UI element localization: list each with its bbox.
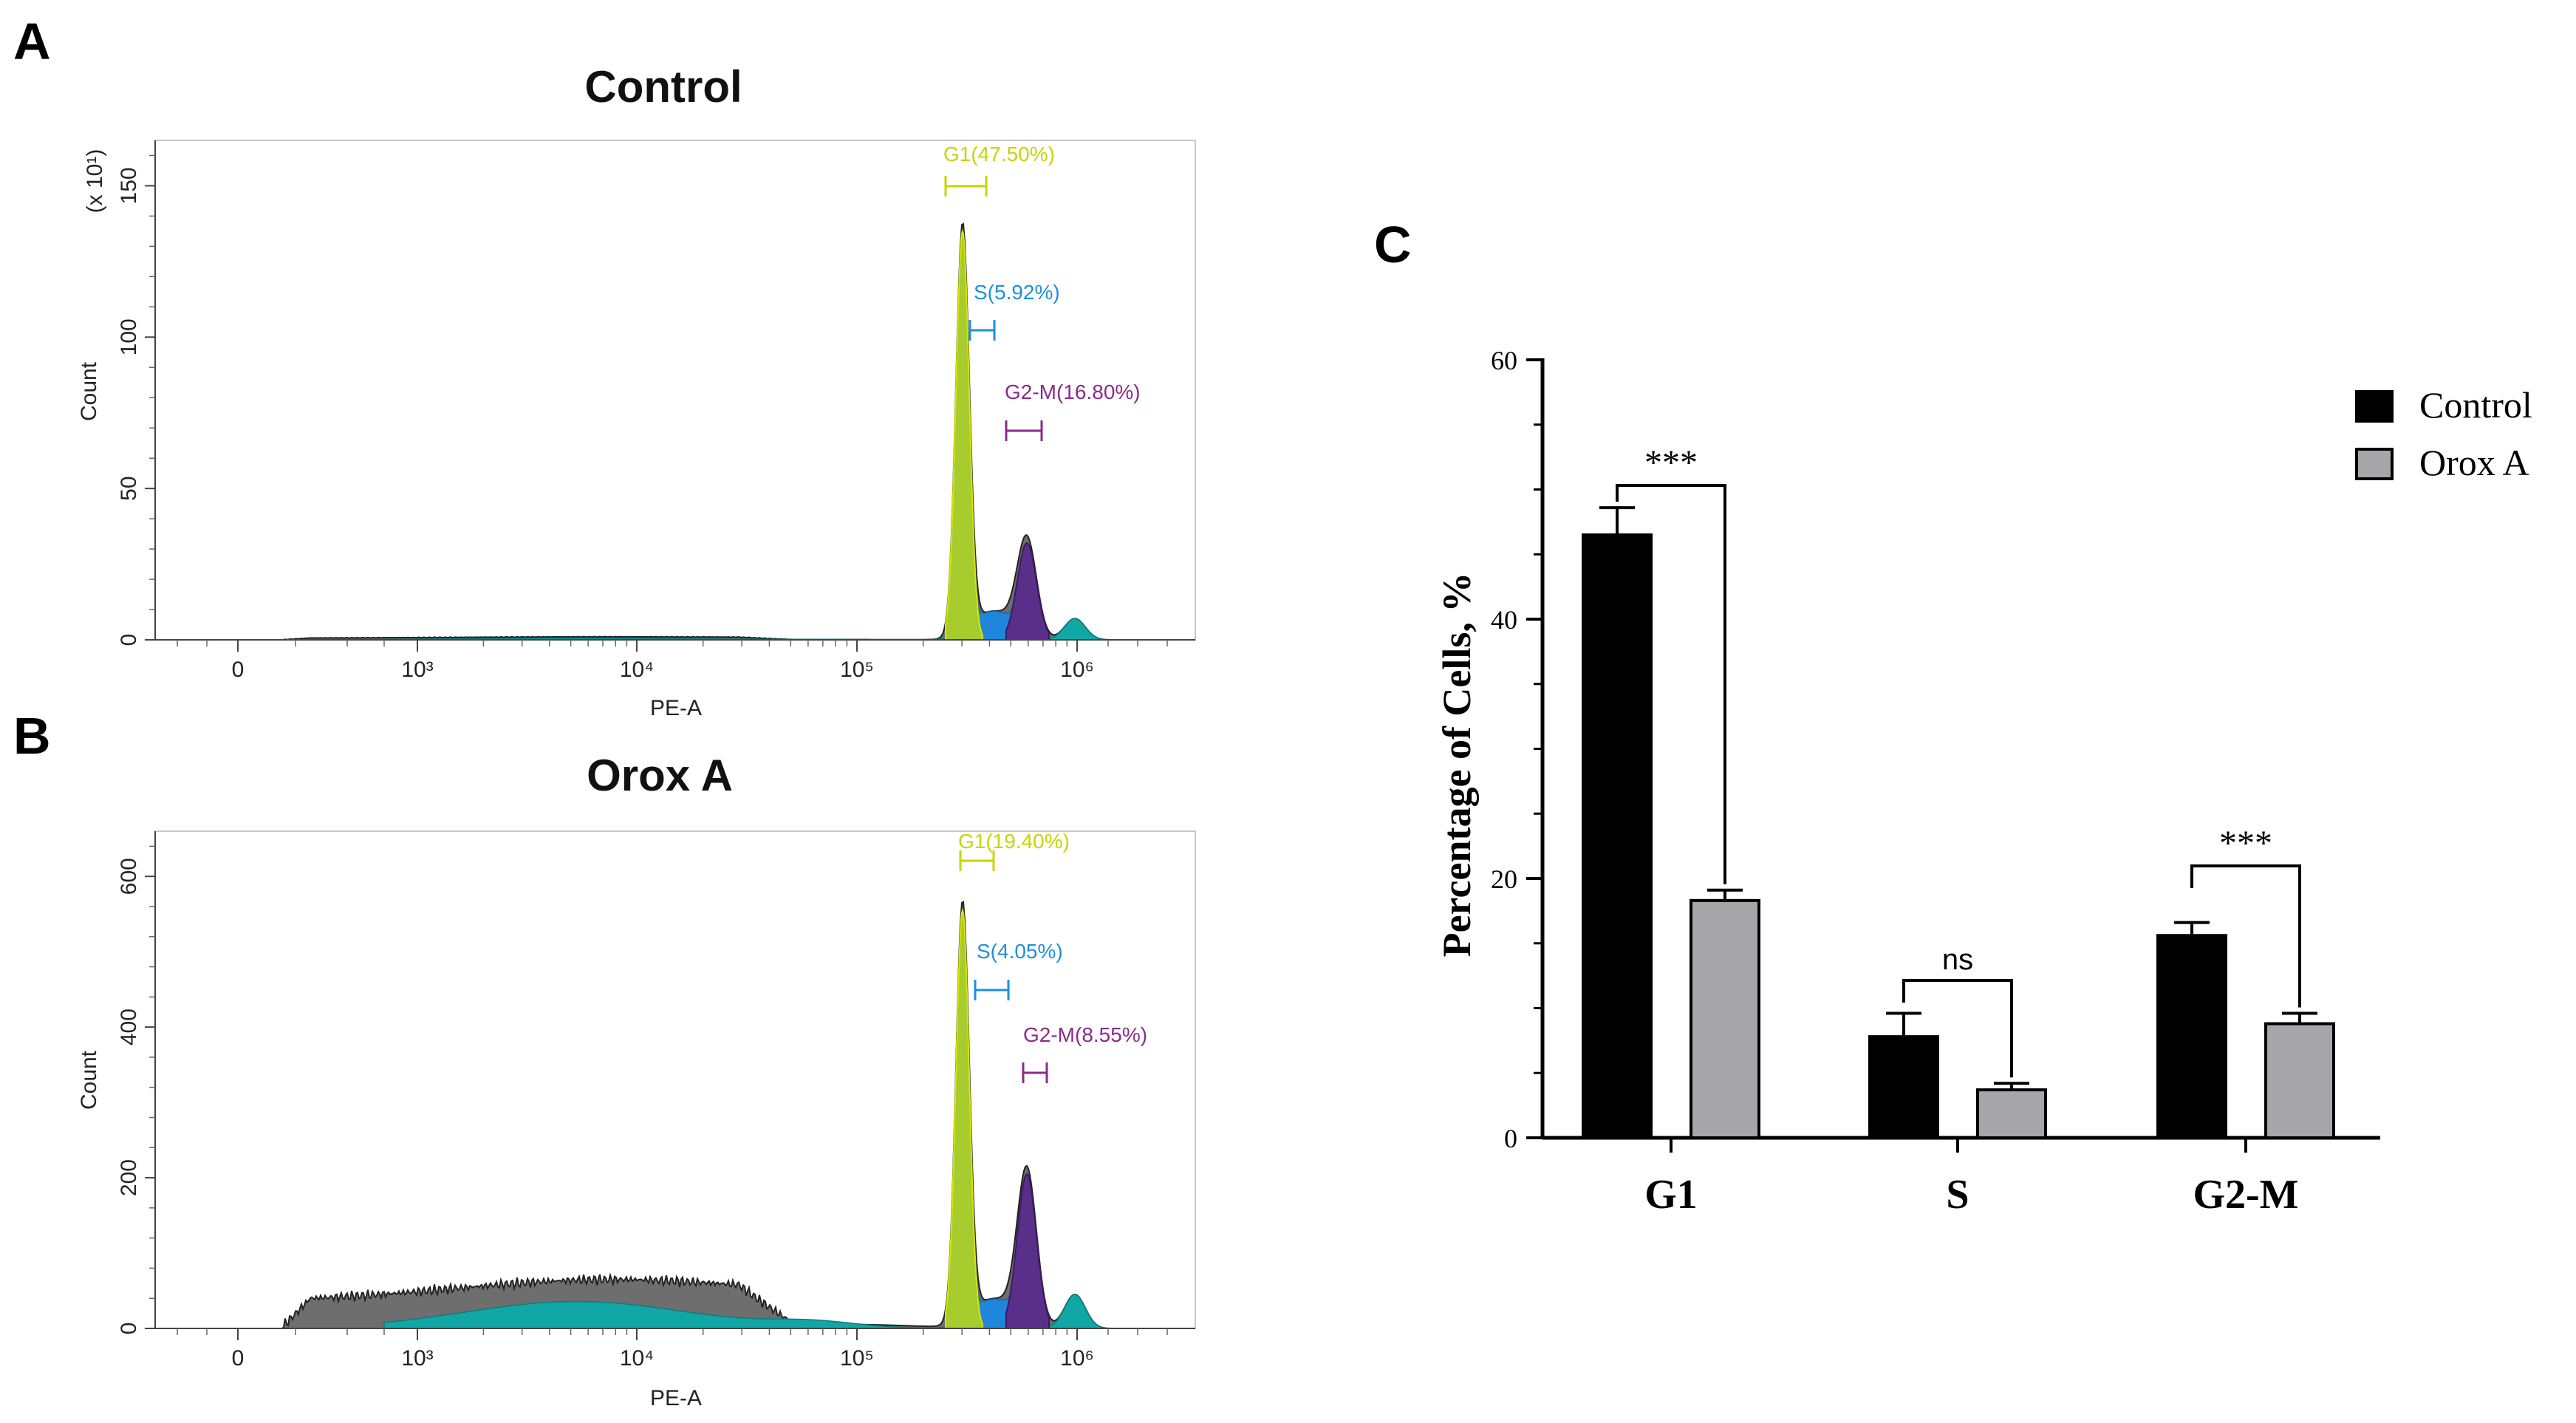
y-tick-label: 150 — [117, 167, 141, 204]
x-axis-label-a: PE-A — [650, 696, 702, 720]
x-category-label: S — [1946, 1172, 1969, 1218]
significance-bracket — [1902, 979, 2013, 1078]
flow-title-control: Control — [584, 62, 742, 112]
gate-label: G1(19.40%) — [958, 830, 1070, 853]
flow-histogram-orox: Orox A G1(19.40%) S(4.05%) G2-M(8.55%) 0 10… — [77, 751, 1196, 1410]
histogram-total-area — [155, 900, 1152, 1330]
significance-brackets: *** ns *** — [1616, 443, 2301, 1078]
y-tick-label: 400 — [117, 1009, 141, 1045]
gate-label: G2-M(16.80%) — [1005, 381, 1141, 403]
gates-a: G1(47.50%) S(5.92%) G2-M(16.80%) — [943, 143, 1141, 441]
x-category-label: G1 — [1644, 1172, 1698, 1218]
y-axis-label-a: Count — [77, 361, 101, 421]
y-scale-note-a: (x 10¹) — [83, 149, 107, 214]
panel-letter-a: A — [13, 13, 51, 70]
gate-g2-m: G2-M(16.80%) — [1005, 381, 1141, 441]
x-tick-label: 0 — [232, 658, 245, 682]
y-axis-label-c: Percentage of Cells, % — [1435, 573, 1479, 958]
bar-control-g2-m — [2156, 934, 2227, 1139]
bar-chart-percentage: 0 20 40 60 G1 S G2-M *** ns *** Percentage of Ce… — [1435, 346, 2532, 1218]
gates-b: G1(19.40%) S(4.05%) G2-M(8.55%) — [958, 830, 1147, 1083]
x-tick-label: 10³ — [401, 1346, 433, 1371]
histogram-g1-peak — [945, 907, 983, 1329]
x-tick-label: 10⁶ — [1060, 658, 1094, 682]
significance-bracket — [2190, 864, 2301, 1008]
histogram-g2m-peak — [1005, 542, 1050, 641]
y-tick-label: 200 — [117, 1159, 141, 1196]
x-category-label: G2-M — [2193, 1172, 2298, 1218]
histogram-curves-b — [155, 900, 1152, 1330]
legend-label: Control — [2419, 384, 2532, 426]
x-axis-label-b: PE-A — [650, 1386, 702, 1410]
gate-s: S(5.92%) — [968, 281, 1060, 341]
gate-label: G2-M(8.55%) — [1023, 1023, 1147, 1046]
gate-g1: G1(47.50%) — [943, 143, 1055, 197]
flow-histogram-control: Control G1(47.50%) S(5.92%) G2-M(16.80%) 0… — [77, 62, 1196, 720]
bar-orox-a-s — [1976, 1088, 2047, 1139]
bar-control-g1 — [1582, 533, 1653, 1139]
x-tick-label: 10³ — [401, 658, 433, 682]
bar-orox-a-g1 — [1690, 898, 1760, 1139]
gate-label: S(4.05%) — [977, 940, 1063, 963]
gate-label: G1(47.50%) — [943, 143, 1055, 165]
bars-c — [1582, 506, 2335, 1140]
x-tick-label: 10⁵ — [840, 658, 874, 682]
legend-c: Control Orox A — [2355, 384, 2532, 483]
panel-letter-b: B — [13, 707, 51, 765]
gate-g2-m: G2-M(8.55%) — [1022, 1023, 1147, 1083]
x-tick-label: 10⁵ — [840, 1346, 874, 1371]
y-tick-label: 100 — [117, 318, 141, 355]
y-tick-label: 60 — [1491, 346, 1517, 375]
y-tick-label: 0 — [117, 634, 141, 646]
y-axis-label-b: Count — [77, 1050, 101, 1110]
legend-swatch — [2355, 390, 2394, 423]
gate-g1: G1(19.40%) — [958, 830, 1070, 871]
bar-control-s — [1868, 1035, 1939, 1139]
y-tick-label: 50 — [117, 476, 141, 500]
y-tick-label: 0 — [1504, 1124, 1517, 1153]
y-tick-label: 40 — [1491, 605, 1517, 635]
x-tick-label: 10⁴ — [620, 658, 654, 682]
histogram-curves-a — [155, 222, 1152, 641]
x-tick-label: 0 — [232, 1346, 245, 1371]
gate-label: S(5.92%) — [974, 281, 1060, 304]
significance-label: *** — [2219, 824, 2272, 863]
y-tick-label: 0 — [117, 1323, 141, 1335]
flow-title-orox: Orox A — [587, 751, 733, 800]
significance-bracket — [1616, 484, 1726, 884]
axes-c: 0 20 40 60 G1 S G2-M — [1491, 346, 2380, 1218]
axes-b: 0 10³ 10⁴ 10⁵ 10⁶ 0 200 400 600 — [117, 831, 1195, 1371]
significance-label: *** — [1644, 443, 1698, 482]
y-tick-label: 20 — [1491, 864, 1517, 894]
legend-swatch — [2355, 448, 2394, 480]
panel-letter-c: C — [1374, 216, 1412, 273]
bar-orox-a-g2-m — [2264, 1022, 2335, 1140]
axes-a: 0 10³ 10⁴ 10⁵ 10⁶ 0 50 100 150 — [117, 140, 1195, 682]
significance-label: ns — [1942, 943, 1973, 976]
x-tick-label: 10⁶ — [1060, 1346, 1094, 1371]
y-tick-label: 600 — [117, 858, 141, 895]
histogram-g1-peak — [945, 228, 983, 641]
gate-s: S(4.05%) — [974, 940, 1063, 1000]
x-tick-label: 10⁴ — [620, 1346, 654, 1371]
legend-label: Orox A — [2419, 442, 2529, 483]
histogram-g2m-peak — [1005, 1173, 1050, 1329]
